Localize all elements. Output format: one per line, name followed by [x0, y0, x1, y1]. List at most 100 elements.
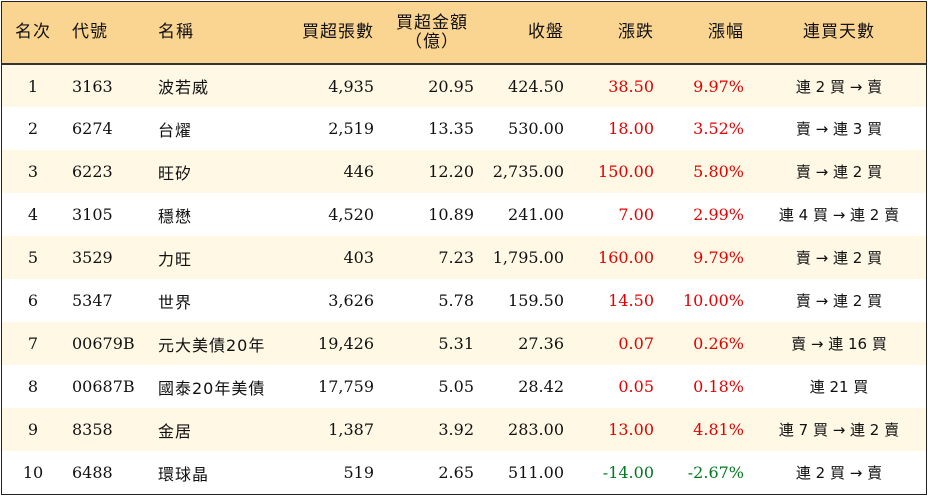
table-row: 9 8358 金居 1,387 3.92 283.00 13.00 4.81% 連 7 買 → …: [2, 408, 926, 451]
header-row: 名次 代號 名稱 買超張數 買超金額 （億） 收盤 漲跌 漲幅 連買天數: [2, 2, 926, 65]
table-row: 4 3105 穩懋 4,520 10.89 241.00 7.00 2.99% 連 4 買 → …: [2, 193, 926, 236]
cell-change-pct: 3.52%: [693, 119, 744, 138]
cell-change-pct: 9.79%: [693, 248, 744, 267]
cell-rank: 1: [27, 76, 39, 96]
cell-name: 金居: [158, 421, 193, 441]
cell-net-buy-amount: 5.78: [438, 291, 474, 310]
cell-code: 3105: [72, 205, 113, 224]
cell-code: 3529: [72, 248, 113, 267]
cell-change: 0.07: [618, 334, 654, 353]
cell-close: 2,735.00: [492, 162, 564, 181]
cell-close: 241.00: [508, 205, 564, 224]
header-net-buy-amount: 買超金額 （億）: [382, 2, 482, 65]
table-row: 8 00687B 國泰20年美債 17,759 5.05 28.42 0.05 0.18% 連 …: [2, 365, 926, 408]
cell-code: 3163: [72, 76, 113, 96]
cell-streak: 賣 → 連 2 買: [795, 163, 883, 181]
table-header: 名次 代號 名稱 買超張數 買超金額 （億） 收盤 漲跌 漲幅 連買天數: [2, 2, 926, 65]
cell-change-pct: 4.81%: [693, 420, 744, 439]
cell-name: 台燿: [158, 120, 193, 140]
cell-change: 7.00: [618, 205, 654, 224]
cell-name: 國泰20年美債: [158, 378, 266, 398]
cell-rank: 6: [27, 291, 39, 310]
cell-change-pct: 10.00%: [682, 291, 744, 310]
cell-streak: 賣 → 連 16 買: [791, 335, 887, 353]
table-row: 6 5347 世界 3,626 5.78 159.50 14.50 10.00% 賣 → 連 2…: [2, 279, 926, 322]
cell-streak: 賣 → 連 3 買: [795, 120, 883, 138]
header-code: 代號: [64, 2, 148, 65]
cell-code: 6488: [72, 463, 113, 482]
cell-close: 530.00: [508, 119, 564, 138]
cell-streak: 賣 → 連 2 買: [795, 292, 883, 310]
cell-change-pct: 2.99%: [693, 205, 744, 224]
cell-net-buy-lots: 2,519: [328, 119, 374, 138]
cell-name: 穩懋: [158, 206, 193, 226]
cell-net-buy-lots: 1,387: [328, 420, 374, 439]
cell-net-buy-lots: 19,426: [318, 334, 374, 353]
cell-name: 力旺: [158, 249, 193, 269]
cell-change-pct: 0.26%: [693, 334, 744, 353]
cell-close: 283.00: [508, 420, 564, 439]
cell-streak: 連 7 買 → 連 2 賣: [778, 421, 900, 439]
header-change-pct: 漲幅: [662, 2, 752, 65]
header-net-buy-amount-line2: （億）: [405, 31, 459, 52]
cell-close: 28.42: [518, 377, 564, 396]
cell-rank: 4: [27, 205, 39, 224]
header-net-buy-amount-line1: 買超金額: [396, 12, 468, 33]
cell-change: 160.00: [598, 248, 654, 267]
cell-change: -14.00: [602, 463, 654, 482]
cell-net-buy-amount: 5.05: [438, 377, 474, 396]
cell-close: 159.50: [508, 291, 564, 310]
header-rank: 名次: [2, 2, 64, 65]
cell-rank: 3: [27, 162, 39, 181]
cell-name: 元大美債20年: [158, 335, 266, 355]
cell-code: 5347: [72, 291, 113, 310]
cell-change-pct: 9.97%: [693, 76, 744, 96]
cell-close: 1,795.00: [492, 248, 564, 267]
cell-name: 旺矽: [158, 163, 193, 183]
cell-net-buy-amount: 13.35: [428, 119, 474, 138]
cell-change: 18.00: [608, 119, 654, 138]
cell-net-buy-lots: 3,626: [328, 291, 374, 310]
cell-rank: 8: [27, 377, 39, 396]
cell-change-pct: 5.80%: [693, 162, 744, 181]
cell-change: 13.00: [608, 420, 654, 439]
cell-net-buy-amount: 3.92: [438, 420, 474, 439]
table-body: 1 3163 波若威 4,935 20.95 424.50 38.50 9.97% 連 2 買 …: [2, 64, 926, 494]
cell-net-buy-lots: 519: [343, 463, 374, 482]
cell-streak: 連 2 買 → 賣: [795, 464, 883, 482]
cell-net-buy-lots: 17,759: [318, 377, 374, 396]
cell-name: 波若威: [158, 78, 210, 97]
cell-net-buy-lots: 403: [343, 248, 374, 267]
cell-code: 00687B: [72, 377, 135, 396]
cell-rank: 7: [27, 334, 39, 353]
cell-close: 424.50: [508, 76, 564, 96]
cell-change-pct: -2.67%: [687, 463, 744, 482]
cell-net-buy-lots: 4,520: [328, 205, 374, 224]
cell-code: 6223: [72, 162, 113, 181]
cell-net-buy-lots: 4,935: [328, 76, 374, 96]
table-row: 5 3529 力旺 403 7.23 1,795.00 160.00 9.79% 賣 → 連 2…: [2, 236, 926, 279]
cell-net-buy-amount: 2.65: [438, 463, 474, 482]
cell-change: 14.50: [608, 291, 654, 310]
cell-close: 511.00: [508, 463, 564, 482]
cell-name: 環球晶: [158, 464, 210, 484]
cell-code: 6274: [72, 119, 113, 138]
cell-rank: 5: [27, 248, 39, 267]
header-name: 名稱: [148, 2, 290, 65]
cell-change: 150.00: [598, 162, 654, 181]
cell-net-buy-amount: 10.89: [428, 205, 474, 224]
cell-code: 00679B: [72, 334, 135, 353]
cell-rank: 2: [27, 119, 39, 138]
cell-net-buy-lots: 446: [343, 162, 374, 181]
header-change: 漲跌: [572, 2, 662, 65]
header-net-buy-lots: 買超張數: [290, 2, 382, 65]
table-row: 10 6488 環球晶 519 2.65 511.00 -14.00 -2.67% 連 2 買 …: [2, 451, 926, 494]
cell-net-buy-amount: 20.95: [428, 76, 474, 96]
table-row: 7 00679B 元大美債20年 19,426 5.31 27.36 0.07 0.26% 賣 …: [2, 322, 926, 365]
header-close: 收盤: [482, 2, 572, 65]
cell-streak: 連 2 買 → 賣: [795, 77, 883, 96]
cell-streak: 連 4 買 → 連 2 賣: [778, 206, 900, 224]
cell-change-pct: 0.18%: [693, 377, 744, 396]
